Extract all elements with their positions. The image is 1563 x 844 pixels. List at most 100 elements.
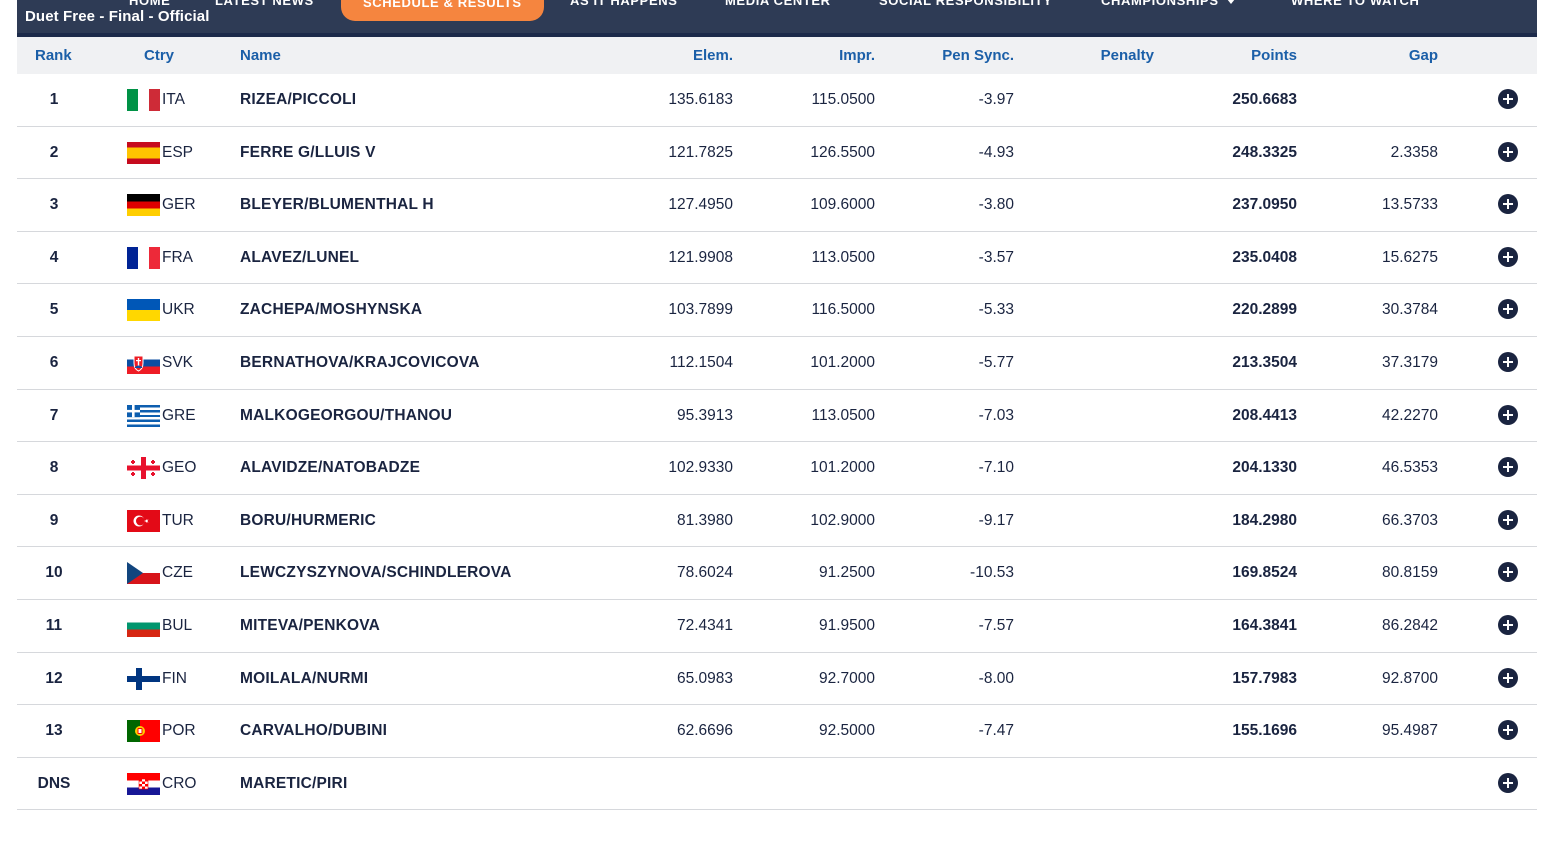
country-code-cell: SVK [162,353,194,371]
nav-latest-news[interactable]: LATEST NEWS [215,0,314,8]
table-row[interactable]: 2 ESP FERRE G/LLUIS V 121.7825 126.5500 -4.93… [17,127,1537,180]
expand-row-plus-icon[interactable] [1498,562,1518,583]
rank-cell: 13 [45,722,63,740]
rank-cell: 10 [45,564,63,582]
table-row[interactable]: 5 UKR ZACHEPA/MOSHYNSKA 103.7899 116.5000 -5.… [17,284,1537,337]
athlete-name-cell[interactable]: ALAVEZ/LUNEL [240,248,360,266]
gap-cell: 13.5733 [1381,196,1438,214]
gap-cell: 42.2270 [1381,406,1438,424]
athlete-name-cell[interactable]: BORU/HURMERIC [240,511,377,529]
nav-home[interactable]: HOME [129,0,171,8]
table-row[interactable]: 3 GER BLEYER/BLUMENTHAL H 127.4950 109.6000 -… [17,179,1537,232]
table-row[interactable]: 6 SVK BERNATHOVA/KRAJCOVICOVA 112.1504 101.2… [17,337,1537,390]
impr-score-cell: 101.2000 [810,459,875,477]
impr-score-cell: 113.0500 [811,406,876,424]
table-row[interactable]: 13 POR CARVALHO/DUBINI 62.6696 92.5000 -7.47 1… [17,705,1537,758]
impr-score-cell: 92.5000 [818,722,875,740]
table-row[interactable]: 9 TUR BORU/HURMERIC 81.3980 102.9000 -9.17 184… [17,495,1537,548]
col-impr-header[interactable]: Impr. [839,47,875,64]
nav-championships-label: CHAMPIONSHIPS [1101,0,1219,8]
col-points-header[interactable]: Points [1251,47,1297,64]
athlete-name-cell[interactable]: BERNATHOVA/KRAJCOVICOVA [240,353,480,371]
elem-score-cell: 62.6696 [676,722,733,740]
col-ctry-header[interactable]: Ctry [144,47,175,64]
col-name-header[interactable]: Name [240,47,281,64]
table-row[interactable]: 8 GEO ALAVIDZE/NATOBADZE 102.9330 101.2000 -7… [17,442,1537,495]
gap-cell: 86.2842 [1381,616,1438,634]
table-row[interactable]: DNS CRO MARETIC/PIRI [17,758,1537,811]
pen-sync-cell: -7.03 [978,406,1014,424]
pen-sync-cell: -5.33 [978,301,1014,319]
athlete-name-cell[interactable]: LEWCZYSZYNOVA/SCHINDLEROVA [240,564,512,582]
expand-row-plus-icon[interactable] [1498,299,1518,320]
flag-czechia-icon [127,562,160,585]
table-row[interactable]: 11 BUL MITEVA/PENKOVA 72.4341 91.9500 -7.57 16… [17,600,1537,653]
athlete-name-cell[interactable]: FERRE G/LLUIS V [240,143,376,161]
pen-sync-cell: -8.00 [978,669,1014,687]
col-elem-header[interactable]: Elem. [692,47,733,64]
pen-sync-cell: -9.17 [978,511,1014,529]
rank-cell: 4 [49,248,59,266]
pen-sync-cell: -3.97 [978,91,1014,108]
elem-score-cell: 65.0983 [676,669,733,687]
table-row[interactable]: 4 FRA ALAVEZ/LUNEL 121.9908 113.0500 -3.57 235… [17,232,1537,285]
gap-cell: 15.6275 [1381,248,1438,266]
expand-row-plus-icon[interactable] [1498,351,1518,372]
athlete-name-cell[interactable]: MOILALA/NURMI [240,669,369,687]
athlete-name-cell[interactable]: RIZEA/PICCOLI [240,91,357,108]
athlete-name-cell[interactable]: ALAVIDZE/NATOBADZE [240,459,421,477]
table-header: Rank Ctry Name Elem. Impr. Pen Sync. Pen… [17,37,1537,74]
nav-where-to-watch[interactable]: WHERE TO WATCH [1291,0,1420,8]
gap-cell: 92.8700 [1381,669,1438,687]
points-cell: 235.0408 [1232,248,1297,266]
expand-row-plus-icon[interactable] [1498,246,1518,267]
expand-row-plus-icon[interactable] [1498,720,1518,741]
nav-schedule-results[interactable]: SCHEDULE & RESULTS [341,0,544,21]
rank-cell: 1 [49,91,59,108]
event-subtitle: Duet Free - Final - Official [25,8,210,25]
col-gap-header[interactable]: Gap [1408,47,1438,64]
col-rank-header[interactable]: Rank [35,47,72,64]
nav-as-it-happens[interactable]: AS IT HAPPENS [570,0,678,8]
expand-row-plus-icon[interactable] [1498,89,1518,109]
header-divider [17,33,1537,37]
flag-finland-icon [127,667,160,690]
flag-georgia-icon [127,457,160,480]
expand-row-plus-icon[interactable] [1498,772,1518,793]
pen-sync-cell: -4.93 [978,143,1014,161]
points-cell: 237.0950 [1232,196,1297,214]
rank-cell: DNS [37,774,71,792]
expand-row-plus-icon[interactable] [1498,509,1518,530]
elem-score-cell: 95.3913 [676,406,733,424]
rank-cell: 7 [49,406,59,424]
table-row[interactable]: 12 FIN MOILALA/NURMI 65.0983 92.7000 -8.00 157… [17,653,1537,706]
col-penalty-header[interactable]: Penalty [1100,47,1154,64]
nav-media-center[interactable]: MEDIA CENTER [725,0,831,8]
athlete-name-cell[interactable]: ZACHEPA/MOSHYNSKA [240,301,423,319]
athlete-name-cell[interactable]: MALKOGEORGOU/THANOU [240,406,453,424]
table-row[interactable]: 10 CZE LEWCZYSZYNOVA/SCHINDLEROVA 78.6024 91… [17,547,1537,600]
gap-cell: 30.3784 [1381,301,1438,319]
athlete-name-cell[interactable]: MARETIC/PIRI [240,774,348,792]
athlete-name-cell[interactable]: CARVALHO/DUBINI [240,722,388,740]
athlete-name-cell[interactable]: MITEVA/PENKOVA [240,616,381,634]
col-pen-sync-header[interactable]: Pen Sync. [942,47,1014,64]
impr-score-cell: 126.5500 [810,143,875,161]
table-row[interactable]: 7 GRE MALKOGEORGOU/THANOU 95.3913 113.0500 -7… [17,390,1537,443]
expand-row-plus-icon[interactable] [1498,141,1518,162]
points-cell: 164.3841 [1232,616,1297,634]
nav-championships[interactable]: CHAMPIONSHIPS [1101,0,1235,8]
country-code-cell: POR [162,722,196,740]
expand-row-plus-icon[interactable] [1498,404,1518,425]
table-row[interactable]: 1 ITA RIZEA/PICCOLI 135.6183 115.0500 -3.97 25… [17,74,1537,127]
expand-row-plus-icon[interactable] [1498,194,1518,215]
expand-row-plus-icon[interactable] [1498,614,1518,635]
points-cell: 248.3325 [1232,143,1297,161]
athlete-name-cell[interactable]: BLEYER/BLUMENTHAL H [240,196,434,214]
expand-row-plus-icon[interactable] [1498,667,1518,688]
nav-social-responsibility[interactable]: SOCIAL RESPONSIBILITY [879,0,1053,8]
pen-sync-cell: -10.53 [970,564,1014,582]
rank-cell: 6 [49,353,59,371]
expand-row-plus-icon[interactable] [1498,457,1518,478]
points-cell: 250.6683 [1232,91,1297,108]
